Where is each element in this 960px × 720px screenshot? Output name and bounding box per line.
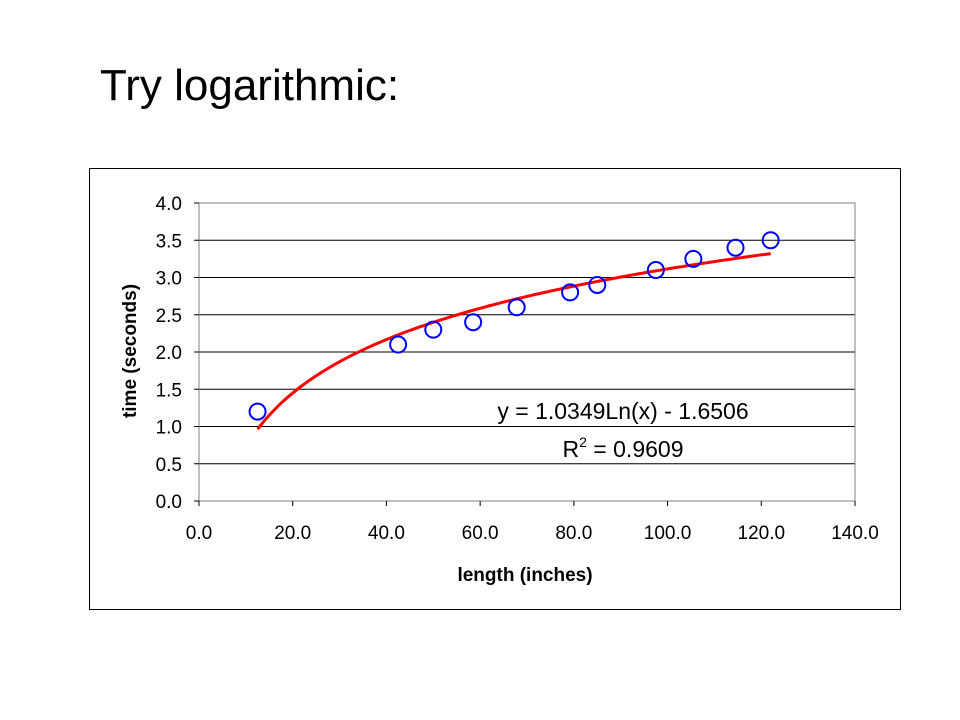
x-tick-label: 100.0: [644, 523, 692, 544]
slide-title: Try logarithmic:: [100, 61, 400, 110]
y-axis-title: time (seconds): [120, 284, 141, 418]
data-point: [761, 231, 780, 250]
data-point: [464, 313, 483, 332]
data-point: [588, 275, 607, 294]
chart-frame: 0.0 20.0 40.0 60.0 80.0 100.0 120.0 140.0 0.0 0.…: [89, 168, 901, 610]
x-tick-label: 20.0: [274, 523, 311, 544]
data-point: [507, 298, 526, 317]
data-point: [424, 320, 443, 339]
data-point: [248, 402, 267, 421]
data-points: [248, 231, 780, 421]
data-point: [684, 249, 703, 268]
r-squared-superscript: 2: [579, 434, 587, 450]
x-axis-title: length (inches): [457, 565, 592, 586]
r-squared-label: R2 = 0.9609: [563, 434, 684, 462]
data-point: [646, 261, 665, 280]
data-point: [561, 283, 580, 302]
x-tick-label: 120.0: [738, 523, 786, 544]
data-point: [389, 335, 408, 354]
chart-svg: 0.0 20.0 40.0 60.0 80.0 100.0 120.0 140.0 0.00.…: [120, 194, 879, 586]
r-squared-value: = 0.9609: [587, 436, 684, 462]
y-tick-label: 3.0: [156, 269, 182, 290]
trendline-equation: y = 1.0349Ln(x) - 1.6506: [497, 398, 748, 424]
r-squared-prefix: R: [563, 436, 580, 462]
y-tick-label: 2.5: [156, 306, 182, 327]
x-ticks: 0.0 20.0 40.0 60.0 80.0 100.0 120.0 140.0: [186, 501, 879, 544]
x-tick-label: 0.0: [186, 523, 212, 544]
y-tick-label: 0.0: [156, 492, 182, 513]
x-tick-label: 60.0: [462, 523, 499, 544]
grid-lines: [199, 202, 855, 465]
y-tick-label: 1.0: [156, 418, 182, 439]
y-ticks: 0.0 0.5 1.0 1.5 2.0 2.5 3.0 3.5 4.0: [156, 194, 199, 513]
x-tick-label: 40.0: [368, 523, 405, 544]
y-tick-label: 3.5: [156, 231, 182, 252]
data-point: [726, 238, 745, 257]
y-tick-label: 1.5: [156, 380, 182, 401]
y-tick-label: 4.0: [156, 194, 182, 215]
y-tick-label: 2.0: [156, 343, 182, 364]
y-tick-label: 0.5: [156, 455, 182, 476]
x-tick-label: 80.0: [555, 523, 592, 544]
x-tick-label: 140.0: [831, 523, 879, 544]
